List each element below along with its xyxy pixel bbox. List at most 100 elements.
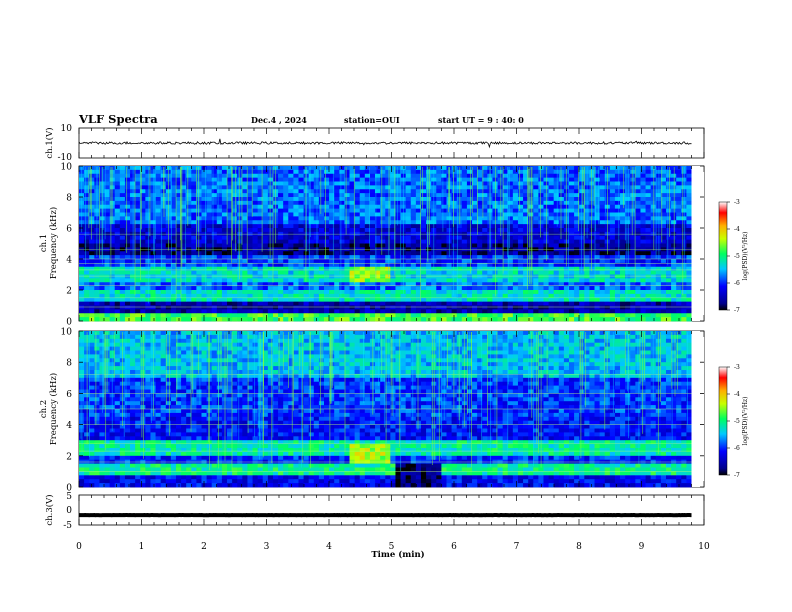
spectrogram-cell xyxy=(553,204,560,210)
spectrogram-cell xyxy=(354,166,361,171)
spectrogram-cell xyxy=(635,185,641,190)
spectrogram-cell xyxy=(380,259,386,264)
spectrogram-cell xyxy=(538,293,544,299)
spectrogram-cell xyxy=(216,166,223,171)
spectrogram-cell xyxy=(247,266,253,272)
spectrogram-cell xyxy=(482,169,488,175)
spectrogram-cell xyxy=(201,208,207,213)
spectrogram-cell xyxy=(104,262,111,268)
spectrogram-cell xyxy=(517,251,524,256)
spectrogram-cell xyxy=(165,266,172,272)
spectrogram-cell xyxy=(451,255,458,260)
spectrogram-cell xyxy=(119,317,126,322)
spectrogram-cell xyxy=(441,224,447,229)
spectrogram-cell xyxy=(441,305,447,310)
spectrogram-cell xyxy=(482,166,488,171)
spectrogram-cell xyxy=(385,169,391,175)
spectrogram-cell xyxy=(191,228,197,233)
spectrogram-cell xyxy=(160,235,167,241)
spectrogram-cell xyxy=(329,278,335,283)
spectrogram-cell xyxy=(242,216,248,221)
spectrogram-cell xyxy=(206,255,213,260)
spectrogram-cell xyxy=(523,208,529,213)
spectrogram-cell xyxy=(252,208,259,213)
spectrogram-cell xyxy=(589,313,595,318)
spectrogram-cell xyxy=(119,193,126,198)
spectrogram-cell xyxy=(298,181,304,186)
spectrogram-cell xyxy=(329,193,335,198)
spectrogram-cell xyxy=(512,235,519,241)
spectrogram-cell xyxy=(415,309,422,314)
spectrogram-cell xyxy=(390,224,396,229)
spectrogram-cell xyxy=(420,204,427,210)
spectrogram-cell xyxy=(645,282,652,287)
spectrogram-cell xyxy=(334,224,340,229)
spectrogram-cell xyxy=(211,216,218,221)
spectrogram-cell xyxy=(380,204,386,210)
spectrogram-cell xyxy=(497,274,504,279)
spectrogram-cell xyxy=(79,262,85,268)
spectrogram-cell xyxy=(390,228,396,233)
spectrogram-cell xyxy=(558,212,565,217)
spectrogram-cell xyxy=(329,270,335,275)
spectrogram-cell xyxy=(247,224,253,229)
spectrogram-cell xyxy=(426,177,432,182)
spectrogram-cell xyxy=(405,166,412,171)
spectrogram-cell xyxy=(216,177,223,182)
spectrogram-cell xyxy=(579,282,585,287)
spectrogram-cell xyxy=(272,255,279,260)
spectrogram-cell xyxy=(558,274,565,279)
spectrogram-cell xyxy=(369,166,376,171)
spectrogram-cell xyxy=(150,169,156,175)
spectrogram-cell xyxy=(594,228,601,233)
spectrogram-cell xyxy=(533,166,539,171)
figure-title: VLF Spectra xyxy=(78,112,158,126)
spectrogram-cell xyxy=(579,317,585,322)
spectrogram-cell xyxy=(267,313,274,318)
spectrogram-cell xyxy=(436,189,442,194)
spectrogram-cell xyxy=(232,309,238,314)
spectrogram-cell xyxy=(543,173,549,179)
spectrogram-cell xyxy=(150,228,156,233)
spectrogram-cell xyxy=(206,216,213,221)
spectrogram-cell xyxy=(497,317,504,322)
spectrogram-cell xyxy=(497,305,504,310)
spectrogram-cell xyxy=(262,185,269,190)
spectrogram-cell xyxy=(660,204,667,210)
spectrogram-cell xyxy=(558,301,565,306)
spectrogram-cell xyxy=(324,224,330,229)
ch1-spectrogram-ylabel-frequency: Frequency (kHz) xyxy=(48,207,59,279)
spectrogram-cell xyxy=(461,286,468,291)
spectrogram-cell xyxy=(538,255,544,260)
spectrogram-cell xyxy=(517,224,524,229)
spectrogram-cell xyxy=(410,309,417,314)
spectrogram-cell xyxy=(308,313,315,318)
spectrogram-cell xyxy=(272,282,279,287)
spectrogram-cell xyxy=(237,282,243,287)
spectrogram-cell xyxy=(609,212,616,217)
spectrogram-cell xyxy=(135,216,141,221)
spectrogram-cell xyxy=(211,200,218,206)
spectrogram-cell xyxy=(630,274,636,279)
spectrogram-cell xyxy=(533,212,539,217)
spectrogram-cell xyxy=(645,274,652,279)
spectrogram-cell xyxy=(104,278,111,283)
spectrogram-cell xyxy=(242,200,248,206)
spectrogram-cell xyxy=(558,278,565,283)
spectrogram-cell xyxy=(436,297,442,303)
spectrogram-cell xyxy=(635,220,641,225)
spectrogram-cell xyxy=(655,197,662,202)
spectrogram-cell xyxy=(630,317,636,322)
spectrogram-cell xyxy=(487,317,493,322)
spectrogram-cell xyxy=(563,301,570,306)
spectrogram-cell xyxy=(201,200,207,206)
spectrogram-cell xyxy=(405,197,412,202)
spectrogram-cell xyxy=(155,255,162,260)
spectrogram-cell xyxy=(170,185,177,190)
spectrogram-cell xyxy=(160,262,167,268)
spectrogram-cell xyxy=(329,224,335,229)
spectrogram-cell xyxy=(170,282,177,287)
spectrogram-cell xyxy=(533,173,539,179)
spectrogram-cell xyxy=(293,293,299,299)
spectrogram-cell xyxy=(150,255,156,260)
